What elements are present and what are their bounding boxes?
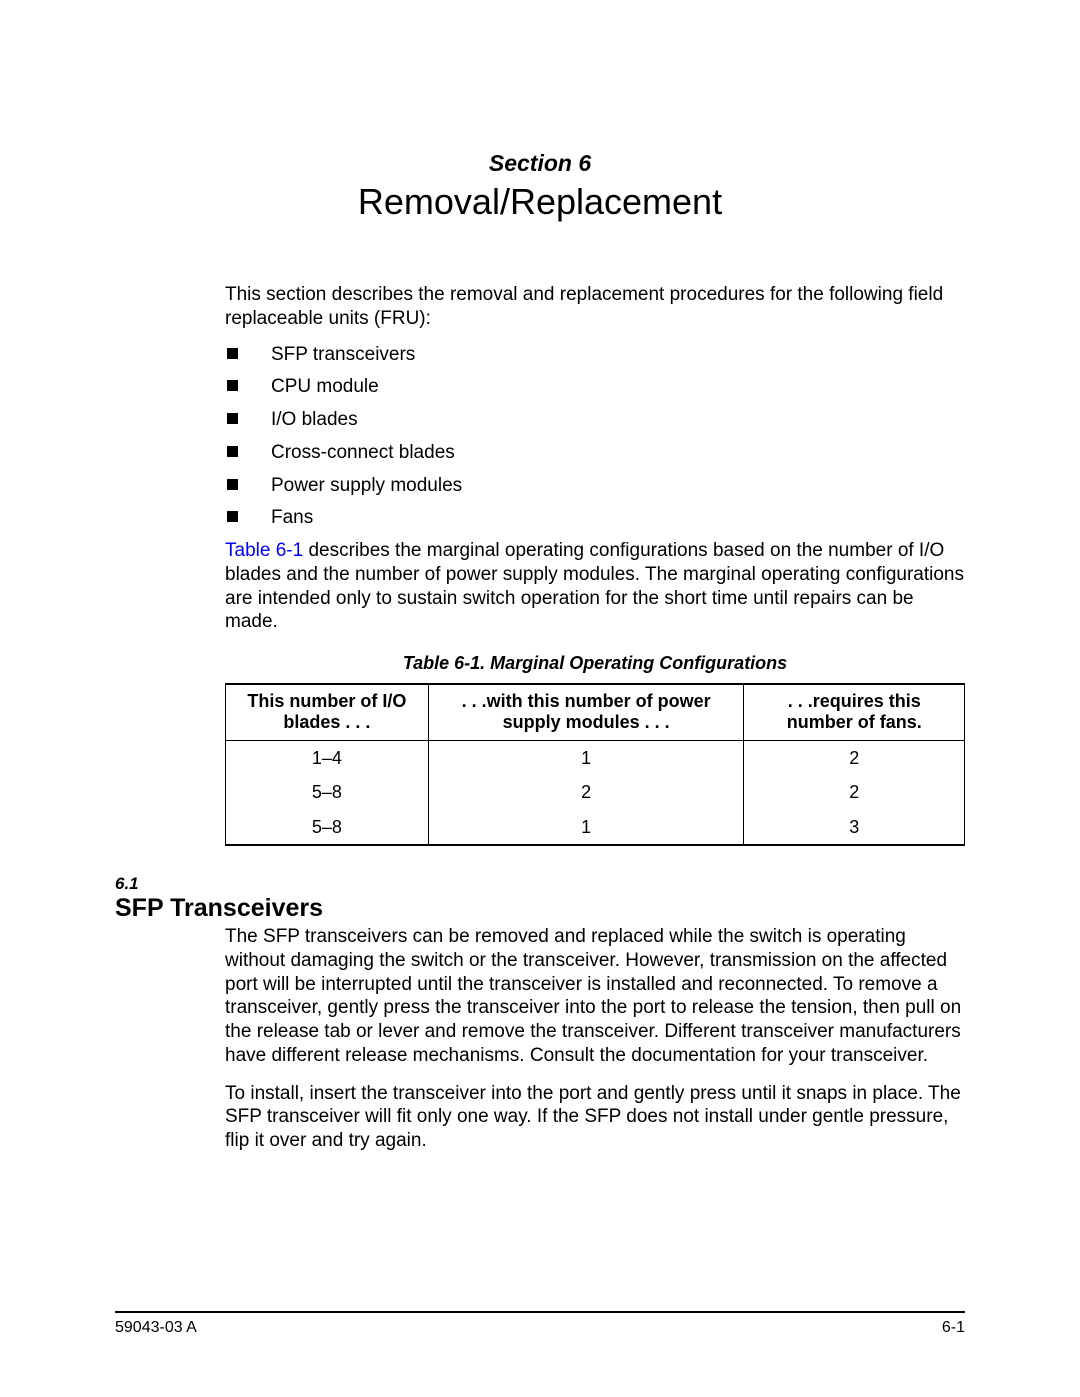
footer-left: 59043-03 A	[115, 1319, 197, 1337]
table-caption: Table 6-1. Marginal Operating Configurat…	[225, 652, 965, 675]
table-cell: 2	[744, 740, 965, 775]
table-cell: 1	[428, 810, 744, 846]
table-row: 1–4 1 2	[226, 740, 965, 775]
page: Section 6 Removal/Replacement This secti…	[0, 0, 1080, 1153]
config-table: This number of I/O blades . . . . . .wit…	[225, 683, 965, 847]
list-item: CPU module	[225, 375, 965, 399]
intro-block: This section describes the removal and r…	[225, 283, 965, 846]
page-title: Removal/Replacement	[115, 181, 965, 223]
table-row: 5–8 2 2	[226, 775, 965, 810]
section-label: Section 6	[115, 150, 965, 177]
table-cell: 1	[428, 740, 744, 775]
after-list-paragraph: Table 6-1 describes the marginal operati…	[225, 539, 965, 634]
subsection-body: The SFP transceivers can be removed and …	[225, 925, 965, 1153]
table-link[interactable]: Table 6-1	[225, 540, 303, 561]
table-header-row: This number of I/O blades . . . . . .wit…	[226, 684, 965, 741]
list-item: I/O blades	[225, 408, 965, 432]
list-item: Power supply modules	[225, 474, 965, 498]
table-cell: 5–8	[226, 810, 429, 846]
paragraph: To install, insert the transceiver into …	[225, 1082, 965, 1153]
table-cell: 3	[744, 810, 965, 846]
subsection-title: SFP Transceivers	[115, 894, 965, 923]
subsection-number: 6.1	[115, 874, 965, 894]
intro-paragraph: This section describes the removal and r…	[225, 283, 965, 331]
table-header: . . .requires this number of fans.	[744, 684, 965, 741]
table-row: 5–8 1 3	[226, 810, 965, 846]
list-item: SFP transceivers	[225, 343, 965, 367]
footer-right: 6-1	[942, 1319, 965, 1337]
paragraph: The SFP transceivers can be removed and …	[225, 925, 965, 1068]
table-header: This number of I/O blades . . .	[226, 684, 429, 741]
page-footer: 59043-03 A 6-1	[115, 1311, 965, 1337]
table-cell: 1–4	[226, 740, 429, 775]
fru-list: SFP transceivers CPU module I/O blades C…	[225, 343, 965, 531]
list-item: Cross-connect blades	[225, 441, 965, 465]
table-cell: 2	[744, 775, 965, 810]
list-item: Fans	[225, 506, 965, 530]
after-list-text: describes the marginal operating configu…	[225, 540, 964, 632]
table-cell: 2	[428, 775, 744, 810]
table-cell: 5–8	[226, 775, 429, 810]
table-header: . . .with this number of power supply mo…	[428, 684, 744, 741]
